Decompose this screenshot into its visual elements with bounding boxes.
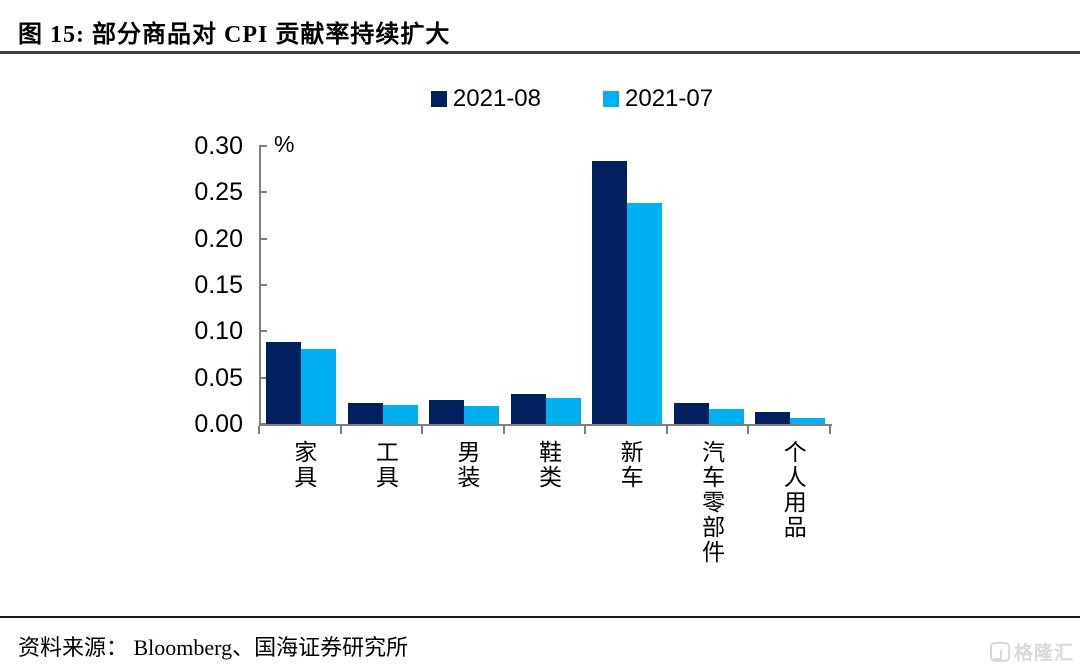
y-tick-label: 0.10 [194,317,243,346]
y-tick-mark [259,237,267,240]
bar-chart: % 0.30 0.25 0.20 0.15 0.10 0.05 0.00 家具 工具 男装 鞋类 新… [194,131,832,565]
x-tick-mark [421,426,424,434]
x-category-label-2: 工具 [372,440,398,490]
bar-group-2 [343,146,425,424]
bar-2021-08-男装 [429,400,465,424]
bar-2021-07-新车 [627,203,663,424]
y-tick-mark [259,191,267,194]
y-tick-mark [259,284,267,286]
bar-2021-07-工具 [382,405,418,424]
y-tick-mark [259,145,267,147]
bar-2021-08-家具 [266,342,301,424]
y-tick-label: 0.00 [194,410,243,438]
footer-divider [0,616,1080,618]
figure-title: 图 15: 部分商品对 CPI 贡献率持续扩大 [18,22,451,48]
bar-2021-07-个人用品 [790,418,826,424]
y-axis-unit-label: % [274,131,295,157]
chart-legend: 2021-08 2021-07 [0,85,1080,113]
legend-swatch-2021-08 [430,91,447,107]
gelonghui-logo-icon [989,641,1010,662]
y-tick-mark [259,376,267,379]
x-category-label-6: 汽车零部件 [698,440,724,565]
x-tick-mark [665,426,668,434]
bar-2021-07-男装 [464,406,500,424]
bar-2021-07-汽车零部件 [708,409,744,424]
bar-group-3 [424,146,506,424]
x-category-label-4: 鞋类 [535,440,561,490]
bar-group-4 [506,146,588,424]
bar-2021-07-鞋类 [545,398,581,424]
bar-group-1 [261,146,343,424]
bar-group-6 [669,146,751,424]
bar-2021-07-家具 [301,349,336,424]
x-tick-mark [829,426,831,434]
source-note: 资料来源： Bloomberg、国海证券研究所 [18,635,409,660]
x-tick-mark [747,426,750,434]
x-tick-mark [584,426,587,434]
legend-label-2021-07: 2021-07 [625,85,714,112]
y-tick-mark [259,423,267,425]
legend-label-2021-08: 2021-08 [452,85,541,112]
x-category-label-5: 新车 [617,440,643,490]
watermark-label: 格隆汇 [1013,643,1074,664]
bar-group-7 [750,146,832,424]
y-tick-label: 0.05 [194,363,243,392]
x-category-label-7: 个人用品 [780,440,806,540]
y-tick-label: 0.15 [194,271,243,299]
bar-2021-08-新车 [592,161,628,424]
bar-2021-08-个人用品 [755,412,791,424]
legend-item-2021-08: 2021-08 [430,85,541,113]
legend-swatch-2021-07 [603,91,619,107]
bar-group-5 [587,146,669,424]
x-category-label-1: 家具 [290,440,316,490]
y-tick-label: 0.25 [194,178,243,207]
x-tick-mark [258,426,260,434]
bar-2021-08-工具 [347,403,383,424]
y-tick-mark [259,330,267,333]
y-tick-label: 0.20 [194,224,243,253]
bar-2021-08-汽车零部件 [673,403,709,424]
y-tick-label: 0.30 [194,132,243,160]
title-divider [0,51,1080,54]
legend-item-2021-07: 2021-07 [603,85,713,113]
x-category-label-3: 男装 [453,440,479,490]
plot-area [259,146,832,426]
watermark: 格隆汇 [989,638,1074,665]
bar-2021-08-鞋类 [510,394,546,424]
x-tick-mark [339,426,342,434]
x-tick-mark [502,426,505,434]
